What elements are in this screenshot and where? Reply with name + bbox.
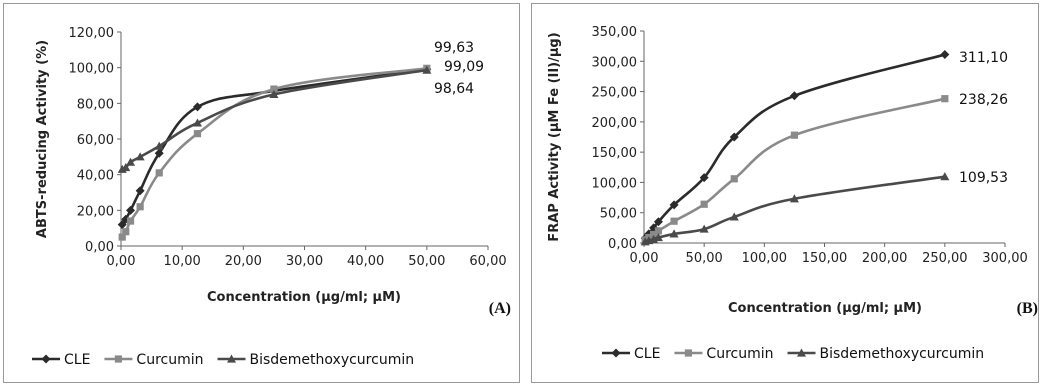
b-value-label-0: 311,10: [959, 50, 1008, 66]
a-legend-label-2: Bisdemethoxycurcumin: [250, 352, 415, 368]
b-legend-label-2: Bisdemethoxycurcumin: [820, 346, 985, 362]
b-y-tick-label: 300,00: [592, 55, 638, 70]
b-legend-label-1: Curcumin: [706, 346, 773, 362]
a-value-label-2: 98,64: [434, 81, 474, 97]
a-data-point-1: [194, 130, 201, 137]
b-data-point-1: [791, 132, 798, 139]
a-x-tick-label: 20,00: [225, 254, 262, 269]
chart-panel-a: 0,00 10,00 20,00 30,00 40,00 50,00 60,00 0,00 20…: [3, 3, 520, 383]
b-data-point-1: [701, 201, 708, 208]
b-x-axis-title: Concentration (µg/ml; µM): [728, 301, 922, 316]
a-legend-label-0: CLE: [64, 352, 90, 368]
b-panel-label: (B): [1017, 300, 1038, 317]
a-value-label-1: 99,09: [444, 59, 484, 75]
a-y-tick-label: 100,00: [69, 62, 115, 77]
b-x-tick-label: 250,00: [922, 251, 968, 266]
a-series-line-2: [122, 70, 427, 169]
a-legend-label-1: Curcumin: [136, 352, 203, 368]
b-x-tick-label: 150,00: [802, 251, 848, 266]
b-x-tick-label: 50,00: [686, 251, 723, 266]
b-y-tick-label: 200,00: [592, 116, 638, 131]
a-panel-label: (A): [489, 300, 511, 317]
b-legend-marker-1: [685, 349, 692, 356]
a-y-tick-label: 40,00: [77, 169, 114, 184]
b-y-tick-label: 250,00: [592, 86, 638, 101]
b-y-tick-label: 100,00: [592, 176, 638, 191]
b-x-tick-label: 100,00: [742, 251, 788, 266]
a-data-point-0: [136, 186, 145, 195]
a-x-tick-label: 50,00: [408, 254, 445, 269]
a-legend-marker-0: [42, 355, 51, 364]
b-x-tick-label: 200,00: [862, 251, 908, 266]
b-series-line-2: [645, 177, 945, 242]
b-y-tick-label: 50,00: [600, 207, 637, 222]
b-x-tick-label: 0,00: [630, 251, 659, 266]
b-y-tick-label: 350,00: [592, 25, 638, 40]
a-data-point-1: [137, 203, 144, 210]
chart-a-svg: 0,00 10,00 20,00 30,00 40,00 50,00 60,00 0,00 20…: [4, 4, 519, 382]
a-legend-marker-1: [115, 355, 122, 362]
b-data-point-1: [941, 95, 948, 102]
b-data-point-1: [670, 218, 677, 225]
a-data-point-1: [156, 169, 163, 176]
a-data-point-1: [122, 228, 129, 235]
a-y-tick-label: 80,00: [77, 97, 114, 112]
a-x-axis-title: Concentration (µg/ml; µM): [207, 290, 401, 305]
a-data-point-0: [126, 206, 135, 215]
b-value-label-1: 238,26: [959, 92, 1008, 108]
b-x-tick-label: 300,00: [982, 251, 1028, 266]
b-y-tick-label: 150,00: [592, 146, 638, 161]
b-data-point-0: [790, 91, 799, 100]
a-x-tick-label: 60,00: [469, 254, 506, 269]
a-y-tick-label: 120,00: [69, 26, 115, 41]
chart-b-svg: 0,00 50,00 100,00 150,00 200,00 250,00 300,00 0…: [532, 4, 1038, 382]
b-value-label-2: 109,53: [959, 170, 1008, 186]
b-series-line-1: [645, 99, 945, 240]
a-x-tick-label: 10,00: [164, 254, 201, 269]
a-y-axis-title: ABTS-reducing Activity (%): [35, 40, 50, 238]
a-x-tick-label: 40,00: [347, 254, 384, 269]
a-x-tick-label: 0,00: [107, 254, 136, 269]
b-data-point-1: [731, 175, 738, 182]
b-y-axis-title: FRAP Activity (µM Fe (II)/µg): [547, 32, 562, 241]
a-y-tick-label: 0,00: [85, 240, 114, 255]
b-data-point-0: [940, 50, 949, 59]
chart-panel-b: 0,00 50,00 100,00 150,00 200,00 250,00 300,00 0…: [531, 3, 1039, 383]
a-data-point-1: [127, 217, 134, 224]
a-y-tick-label: 20,00: [77, 204, 114, 219]
a-value-label-0: 99,63: [434, 40, 474, 56]
a-y-tick-label: 60,00: [77, 133, 114, 148]
b-series-line-0: [645, 55, 945, 239]
b-legend-marker-0: [612, 349, 621, 358]
a-x-tick-label: 30,00: [286, 254, 323, 269]
b-legend-label-0: CLE: [634, 346, 660, 362]
b-y-tick-label: 0,00: [608, 237, 637, 252]
